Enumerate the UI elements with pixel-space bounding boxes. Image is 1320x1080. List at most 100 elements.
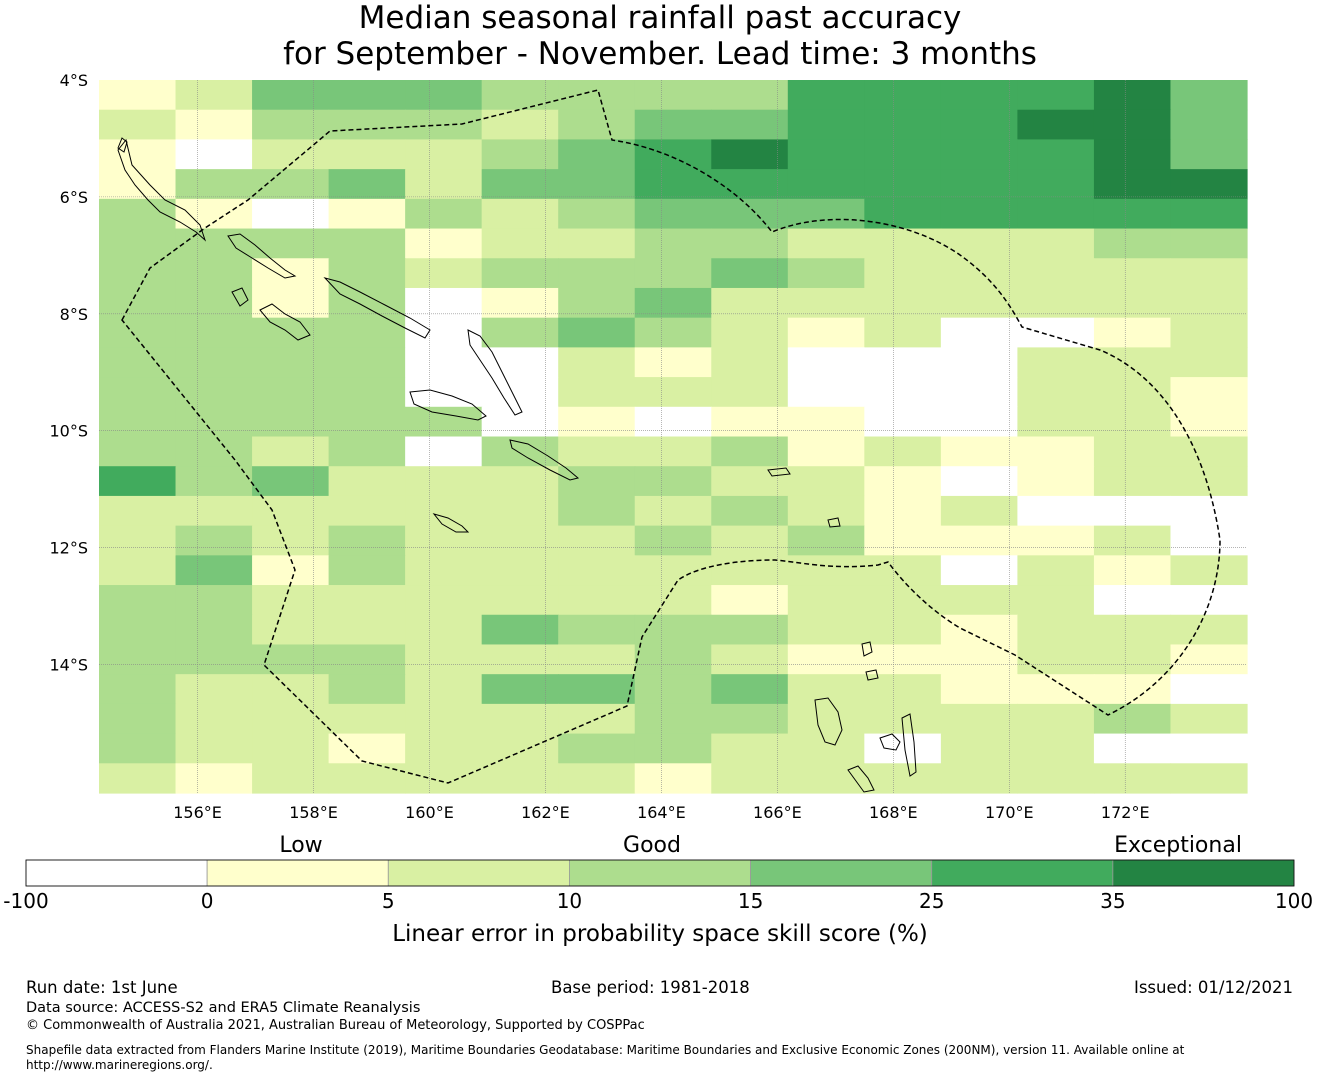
map-gridlines xyxy=(99,80,1247,793)
issued-date: Issued: 01/12/2021 xyxy=(1133,978,1293,997)
colorbar-axis-label: Linear error in probability space skill … xyxy=(392,921,928,947)
skill-cell xyxy=(711,317,789,348)
skill-cell xyxy=(558,406,636,438)
skill-cell xyxy=(1170,109,1248,141)
skill-cell xyxy=(940,763,1018,794)
skill-cell xyxy=(634,139,712,170)
skill-cell xyxy=(481,525,559,556)
skill-cell xyxy=(1170,466,1248,497)
coastline-efate xyxy=(901,713,917,777)
skill-cell xyxy=(1017,436,1095,467)
skill-cell xyxy=(864,228,942,259)
map-title-line-2: for September - November. Lead time: 3 m… xyxy=(283,36,1037,72)
lat-tick-label: 10°S xyxy=(49,422,88,441)
skill-cell xyxy=(634,703,712,735)
skill-cell xyxy=(328,555,406,586)
skill-cell xyxy=(328,436,406,467)
skill-cell xyxy=(940,109,1018,141)
skill-cell xyxy=(711,614,789,646)
skill-cell xyxy=(175,525,253,556)
skill-cell xyxy=(1017,644,1095,675)
skill-cell xyxy=(864,525,942,556)
skill-cell xyxy=(558,436,636,467)
skill-cell xyxy=(864,169,942,200)
skill-cell xyxy=(558,347,636,378)
skill-cell xyxy=(787,377,865,408)
coastline-new-georgia xyxy=(259,303,311,341)
skill-cell xyxy=(405,80,483,111)
skill-cell xyxy=(99,169,177,200)
colorbar-tick-label: 100 xyxy=(1275,889,1313,913)
shapefile-credit-line-2: http://www.marineregions.org/. xyxy=(26,1058,213,1072)
skill-cell xyxy=(558,733,636,764)
copyright-notice: © Commonwealth of Australia 2021, Austra… xyxy=(26,1018,645,1033)
skill-cell xyxy=(1093,495,1172,527)
skill-cell xyxy=(1017,228,1095,259)
lon-tick-label: 170°E xyxy=(985,803,1034,822)
skill-cell xyxy=(711,377,789,408)
skill-cell xyxy=(634,585,712,616)
colorbar-segment xyxy=(750,859,933,887)
skill-cell xyxy=(328,139,406,170)
skill-cell xyxy=(787,436,865,467)
skill-cell xyxy=(787,228,865,259)
island-coastlines xyxy=(117,137,917,793)
data-source: Data source: ACCESS-S2 and ERA5 Climate … xyxy=(26,1000,421,1016)
skill-cell xyxy=(405,495,483,527)
skill-cell xyxy=(864,198,942,230)
skill-cell xyxy=(481,169,559,200)
skill-cell xyxy=(328,674,406,705)
colorbar-tick-label: 10 xyxy=(557,889,582,913)
skill-cell xyxy=(481,228,559,259)
skill-cell xyxy=(940,347,1018,378)
skill-cell xyxy=(864,80,942,111)
skill-cell xyxy=(252,169,330,200)
skill-cell xyxy=(787,317,865,348)
skill-cell xyxy=(1093,377,1172,408)
skill-cell xyxy=(558,585,636,616)
skill-cell xyxy=(1170,347,1248,378)
skill-cell xyxy=(1093,287,1172,319)
colorbar-segment xyxy=(1112,859,1295,887)
skill-cell xyxy=(328,525,406,556)
skill-cell xyxy=(175,139,253,170)
skill-cell xyxy=(711,525,789,556)
skill-cell xyxy=(1017,733,1095,764)
skill-cell xyxy=(558,228,636,259)
skill-cell xyxy=(711,763,789,794)
colorbar-segment xyxy=(569,859,751,887)
skill-cell xyxy=(787,169,865,200)
run-date: Run date: 1st June xyxy=(26,978,178,997)
latitude-tick-labels: 4°S 6°S 8°S 10°S 12°S 14°S xyxy=(49,71,88,674)
skill-cell xyxy=(175,406,253,438)
skill-cell xyxy=(175,317,253,348)
colorbar-outline xyxy=(25,859,1295,887)
lon-tick-label: 156°E xyxy=(173,803,222,822)
skill-cell xyxy=(405,287,483,319)
skill-cell xyxy=(711,674,789,705)
skill-cell xyxy=(711,733,789,764)
skill-cell xyxy=(940,169,1018,200)
skill-cell xyxy=(175,287,253,319)
skill-cell xyxy=(711,228,789,259)
skill-cell xyxy=(405,436,483,467)
skill-cell xyxy=(481,614,559,646)
lat-tick-label: 14°S xyxy=(49,655,88,674)
skill-cell xyxy=(328,733,406,764)
skill-cell xyxy=(481,436,559,467)
skill-cell xyxy=(1017,109,1095,141)
skill-cell xyxy=(940,80,1018,111)
skill-cell xyxy=(634,644,712,675)
skill-cell xyxy=(864,109,942,141)
colorbar-tick-label: 35 xyxy=(1100,889,1125,913)
skill-cell xyxy=(1017,555,1095,586)
skill-cell xyxy=(1093,525,1172,556)
lat-tick-label: 12°S xyxy=(49,539,88,558)
skill-cell xyxy=(99,80,177,111)
skill-cell xyxy=(252,703,330,735)
skill-cell xyxy=(1093,555,1172,586)
skill-cell xyxy=(175,703,253,735)
skill-cell xyxy=(1093,317,1172,348)
skill-cell xyxy=(1017,763,1095,794)
skill-cell xyxy=(787,495,865,527)
